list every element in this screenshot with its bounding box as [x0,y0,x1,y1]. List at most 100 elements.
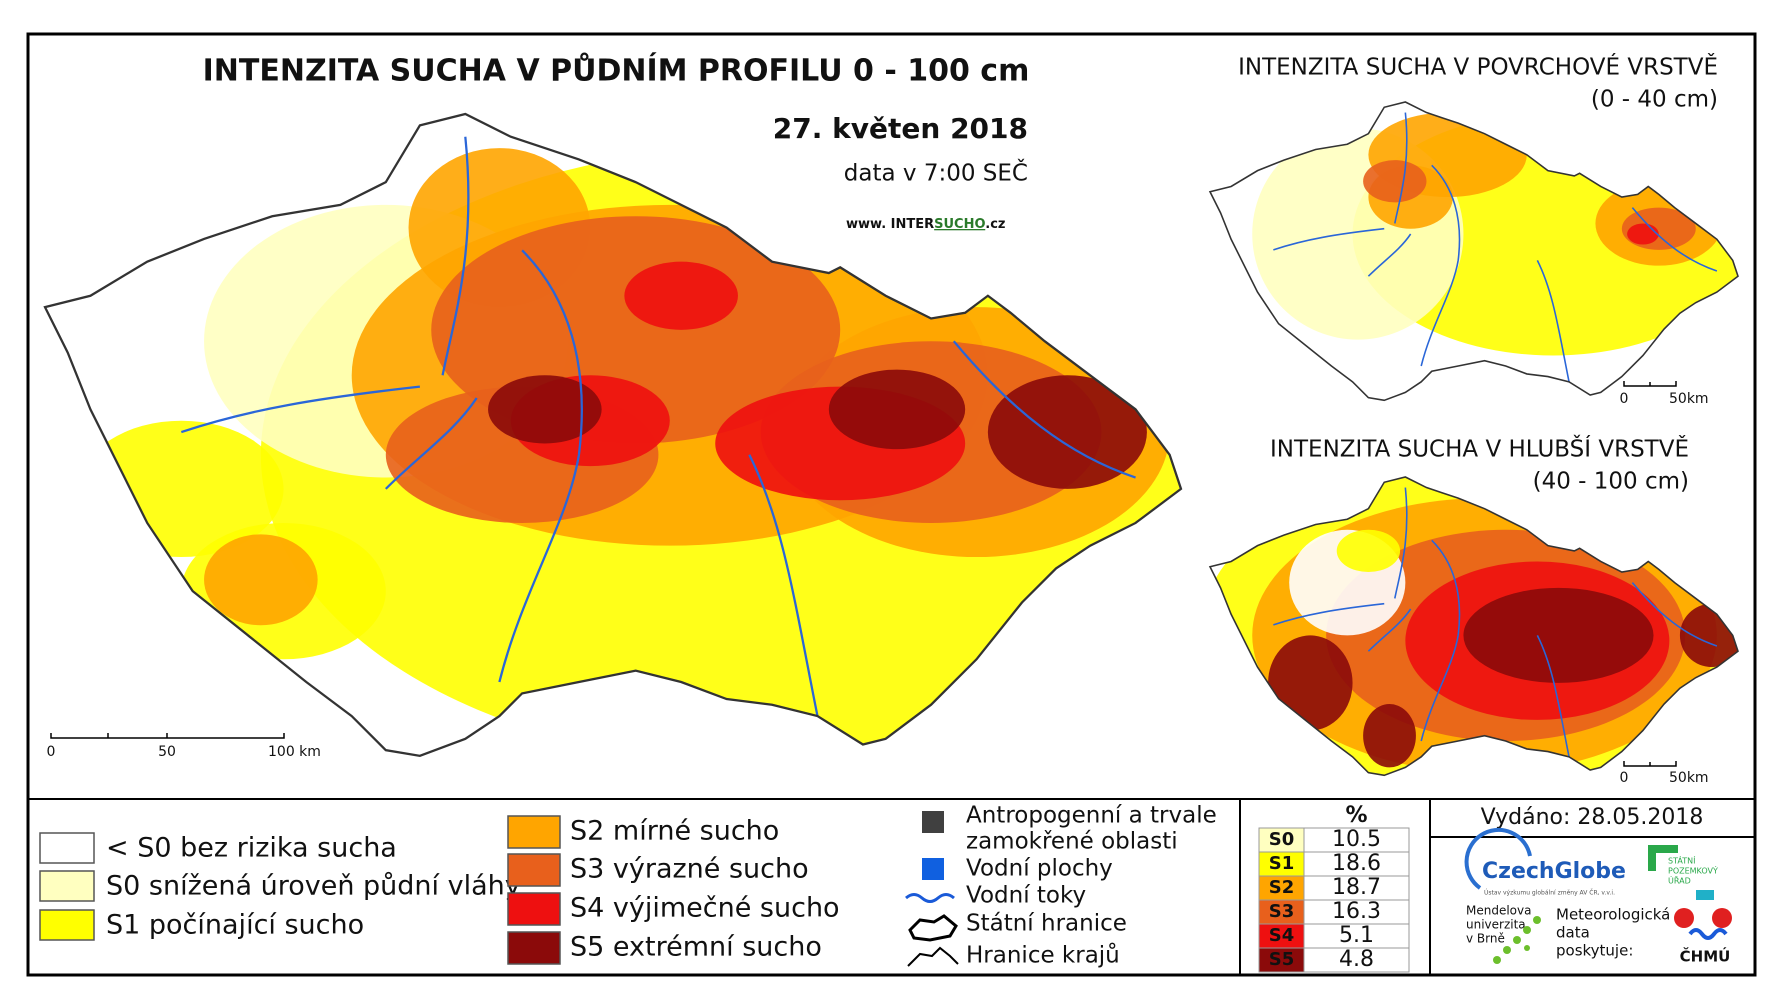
river [1536,635,1570,757]
legend-label: Hranice krajů [966,942,1120,969]
main-title: INTENZITA SUCHA V PŮDNÍM PROFILU 0 - 100… [203,52,1030,89]
legend-label: S4 výjimečné sucho [570,893,840,924]
river [498,249,583,683]
inset-subtitle: (40 - 100 cm) [1533,469,1689,495]
value-cell [1303,827,1410,853]
data-note: data [1556,924,1590,942]
legend-swatch [507,853,561,887]
chmu-mark [1688,928,1728,940]
river [1273,227,1385,251]
issued: Vydáno: 28.05.2018 [1481,805,1704,830]
border-symbol [908,914,958,942]
inset-title: INTENZITA SUCHA V POVRCHOVÉ VRSTVĚ [1238,53,1718,81]
percent: 16.3 [1332,899,1381,924]
website-part: SUCHO [934,217,985,232]
river [1394,487,1408,599]
legend-label: Vodní toky [966,883,1086,909]
scale-label: 0 [1620,770,1629,786]
website: www. INTERSUCHO.cz [846,217,1005,232]
river [441,136,470,376]
legend-swatch [39,909,95,941]
drought-area [624,261,738,330]
chmu-mark [1696,890,1714,900]
time-note: data v 7:00 SEČ [844,159,1028,187]
river [1631,582,1718,647]
date: 27. květen 2018 [773,112,1028,145]
logos: CzechGlobe Ústav výzkumu globální změny … [1464,827,1732,966]
legend-label: S3 výrazné sucho [570,854,809,885]
mendel-text: Mendelova [1466,904,1531,918]
value-cell [1303,923,1410,949]
class-cell [1258,947,1305,973]
scale-label: 0 [47,744,56,760]
spu-text: POZEMKOVÝ [1668,865,1718,876]
percent-table: % S0 10.5 S1 18.6 S2 18.7 S3 16.3 S4 5.1 S5 4.8 [1258,803,1410,973]
river [1367,233,1412,277]
mendel-text: v Brně [1466,932,1505,946]
water-body-symbol [922,858,944,880]
scale-line [1623,761,1677,767]
drought-area [828,369,966,450]
legend-label: S5 extrémní sucho [570,932,822,963]
legend-swatch [507,892,561,926]
chmu-mark [1712,908,1732,928]
scale-label: 50km [1669,391,1709,407]
drought-layer [1210,477,1738,776]
drought-area [488,375,602,444]
legend-label: S1 počínající sucho [106,910,364,941]
anthropogenic-symbol [922,811,944,833]
drought-area [1336,529,1401,573]
value-cell [1303,947,1410,973]
class-label: S3 [1269,901,1295,922]
legend-label: Antropogenní a trvale [966,803,1217,829]
deep-map [1209,476,1739,777]
river [1273,602,1385,626]
class-cell [1258,899,1305,925]
chmu-mark [1674,908,1694,928]
website-part: www. INTER [846,217,934,232]
river-symbol [905,893,955,903]
legend-swatch [39,832,95,864]
river [1420,164,1461,367]
class-label: S1 [1269,853,1295,874]
legend-symbols [905,811,959,967]
legend-label: Státní hranice [966,911,1127,937]
spu-mark [1648,845,1678,871]
drought-area [204,534,318,626]
value-cell [1303,875,1410,901]
mendel-dots [1493,916,1541,964]
spu-text: ÚŘAD [1668,875,1691,886]
data-note: poskytuje: [1556,942,1633,960]
river [748,454,819,717]
scale-label: 50 [158,744,176,760]
czechglobe-arc [1464,827,1532,890]
scale-bar [50,381,1677,767]
river [952,340,1136,479]
river [1367,608,1412,652]
chmu: ČHMÚ [1680,947,1731,966]
percent: 10.5 [1332,827,1381,852]
class-label: S4 [1269,925,1295,946]
scale-label: 100 km [268,744,321,760]
region-border-symbol [907,946,959,967]
river [384,397,478,490]
river [1631,207,1718,272]
website-part: .cz [985,217,1005,232]
scale-line [1623,381,1677,387]
legend-swatch [39,870,95,902]
spu-text: STÁTNÍ [1668,855,1696,866]
legend-label: zamokřené oblasti [966,829,1178,855]
legend-swatch [507,815,561,849]
percent: 18.7 [1332,875,1381,900]
drought-area [1363,704,1416,768]
table-header: % [1345,803,1367,828]
river [1536,260,1570,382]
inset-subtitle: (0 - 40 cm) [1591,87,1718,113]
river [1420,539,1461,742]
legend-label: < S0 bez rizika sucha [106,833,397,864]
czechglobe-sub: Ústav výzkumu globální změny AV ČR, v.v.… [1484,890,1615,897]
drought-area [987,375,1147,489]
